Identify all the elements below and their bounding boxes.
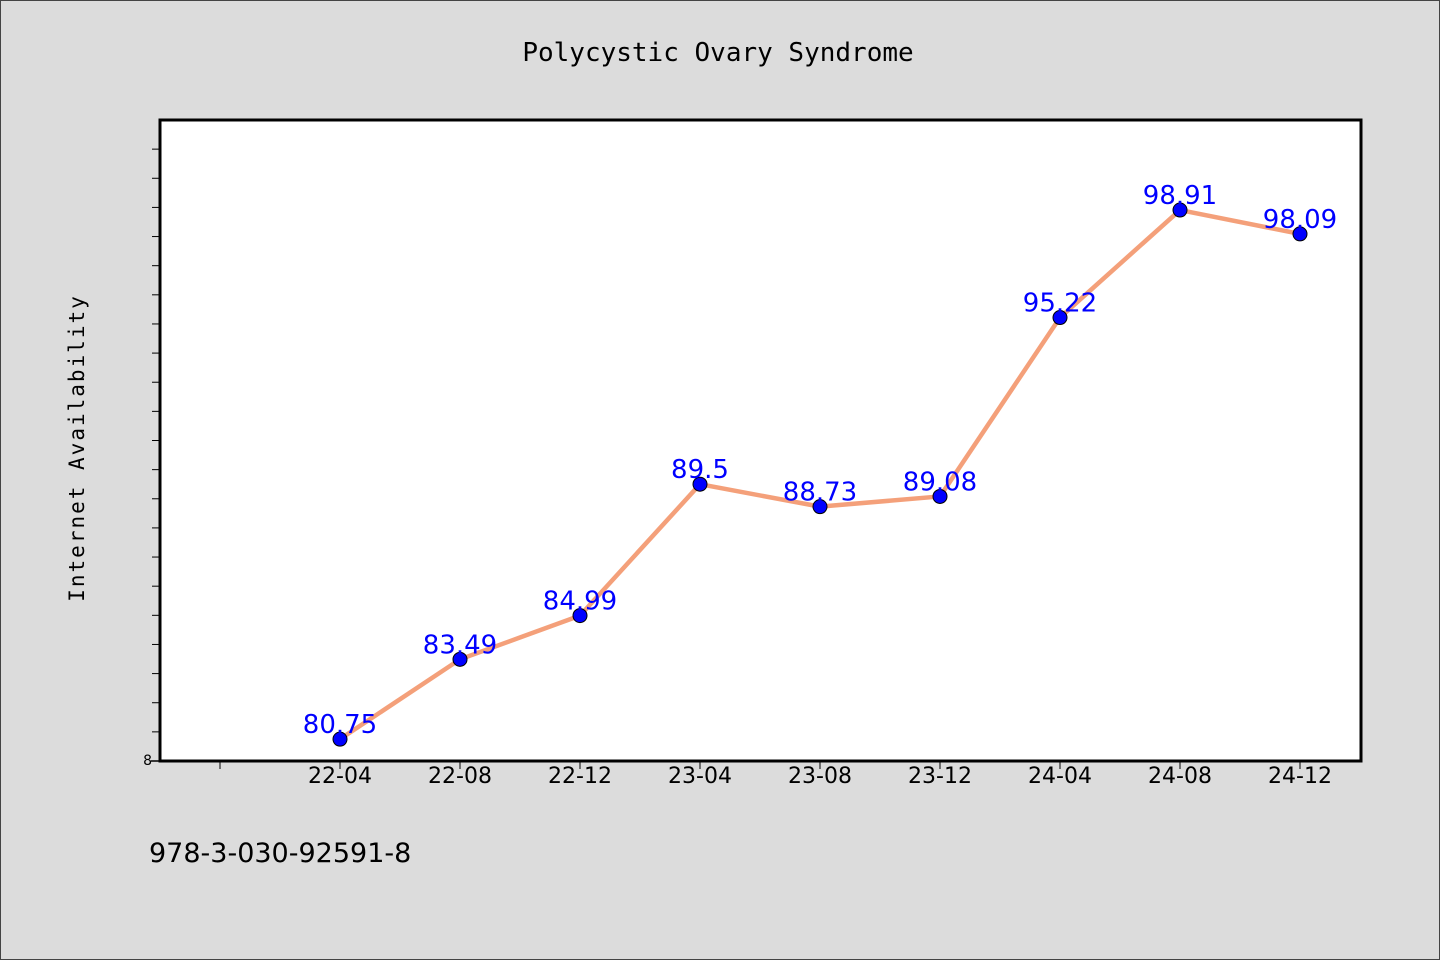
- y-axis-ticks: [151, 148, 159, 762]
- x-tick-label: 22-12: [548, 764, 612, 789]
- x-tick-label: 23-12: [908, 764, 972, 789]
- data-point: [1052, 310, 1068, 326]
- data-point: [332, 731, 348, 747]
- data-label: 95.22: [1023, 289, 1097, 319]
- data-label: 88.73: [783, 478, 857, 508]
- y-tick-label: 8: [143, 753, 152, 769]
- data-label: 83.49: [423, 630, 497, 660]
- x-tick-label: 23-04: [668, 764, 732, 789]
- x-tick-label: 24-04: [1028, 764, 1092, 789]
- x-tick-label: 22-08: [428, 764, 492, 789]
- data-label: 98.91: [1143, 181, 1217, 211]
- x-tick-label: 24-12: [1268, 764, 1332, 789]
- y-axis-label: Internet Availability: [65, 294, 89, 602]
- data-label: 89.5: [671, 455, 729, 485]
- data-point: [452, 651, 468, 667]
- data-label: 80.75: [303, 710, 377, 740]
- x-tick-label: 22-04: [308, 764, 372, 789]
- data-point: [1172, 202, 1188, 218]
- x-axis-ticks: 22-04 22-08 22-12 23-04 23-08 23-12 24-04 24-08…: [219, 761, 1332, 789]
- data-point: [1292, 226, 1308, 242]
- x-tick-label: 23-08: [788, 764, 852, 789]
- data-point: [812, 499, 828, 515]
- data-point: [692, 476, 708, 492]
- chart-title: Polycystic Ovary Syndrome: [522, 38, 913, 68]
- data-label: 89.08: [903, 467, 977, 497]
- data-point: [932, 488, 948, 504]
- data-label: 84.99: [543, 587, 617, 617]
- x-tick-label: 24-08: [1148, 764, 1212, 789]
- isbn-text: 978-3-030-92591-8: [149, 838, 411, 869]
- data-labels-group: 80.75 83.49 84.99 89.5 88.73 89.08 95.22 98.91 9…: [303, 181, 1337, 740]
- series-group: [332, 202, 1308, 747]
- data-point: [572, 608, 588, 624]
- data-label: 98.09: [1263, 205, 1337, 235]
